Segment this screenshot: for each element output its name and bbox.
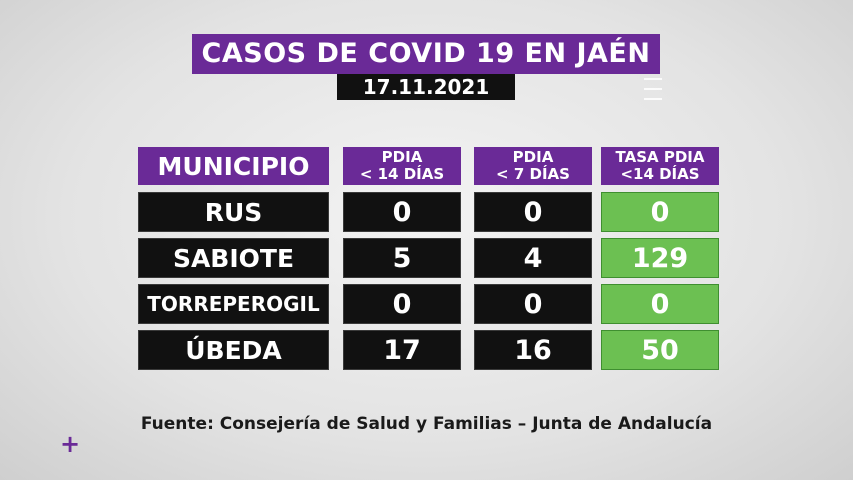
- header-pdia-14-line1: PDIA: [381, 148, 423, 166]
- municipio-cell: TORREPEROGIL: [138, 284, 329, 324]
- pdia-7-cell: 16: [474, 330, 592, 370]
- pdia-7-cell: 0: [474, 284, 592, 324]
- municipio-cell: ÚBEDA: [138, 330, 329, 370]
- header-tasa-14: TASA PDIA <14 DÍAS: [601, 147, 719, 185]
- tasa-14-cell: 0: [601, 192, 719, 232]
- header-pdia-7-line2: < 7 DÍAS: [496, 165, 570, 183]
- tasa-14-cell: 50: [601, 330, 719, 370]
- tasa-14-cell: 129: [601, 238, 719, 278]
- pdia-14-cell: 5: [343, 238, 461, 278]
- header-pdia-14: PDIA < 14 DÍAS: [343, 147, 461, 185]
- pdia-7-cell: 4: [474, 238, 592, 278]
- pdia-7-cell: 0: [474, 192, 592, 232]
- date-label: 17.11.2021: [337, 74, 515, 100]
- header-pdia-7: PDIA < 7 DÍAS: [474, 147, 592, 185]
- pdia-14-cell: 17: [343, 330, 461, 370]
- municipio-cell: RUS: [138, 192, 329, 232]
- header-pdia-14-line2: < 14 DÍAS: [359, 165, 445, 183]
- header-tasa-14-line2: <14 DÍAS: [620, 165, 700, 183]
- header-tasa-14-line1: TASA PDIA: [615, 148, 705, 166]
- chart-title: CASOS DE COVID 19 EN JAÉN: [192, 34, 660, 74]
- plus-icon: +: [60, 430, 81, 458]
- tasa-14-cell: 0: [601, 284, 719, 324]
- pdia-14-cell: 0: [343, 192, 461, 232]
- pdia-14-cell: 0: [343, 284, 461, 324]
- source-note: Fuente: Consejería de Salud y Familias –…: [140, 414, 713, 434]
- municipio-cell: SABIOTE: [138, 238, 329, 278]
- decorative-lines: [644, 78, 662, 108]
- header-municipio: MUNICIPIO: [138, 147, 329, 185]
- header-pdia-7-line1: PDIA: [512, 148, 554, 166]
